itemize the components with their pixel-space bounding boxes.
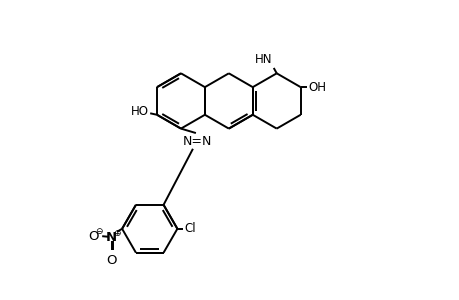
Text: O: O <box>106 254 117 267</box>
Text: N=N: N=N <box>182 135 212 148</box>
Text: ⊕: ⊕ <box>112 229 120 238</box>
Text: HN: HN <box>254 53 271 66</box>
Text: N: N <box>106 231 117 244</box>
Text: ⊖: ⊖ <box>95 227 103 236</box>
Text: HO: HO <box>131 105 149 118</box>
Text: O: O <box>88 230 98 243</box>
Text: Cl: Cl <box>184 222 196 235</box>
Text: OH: OH <box>308 81 326 94</box>
